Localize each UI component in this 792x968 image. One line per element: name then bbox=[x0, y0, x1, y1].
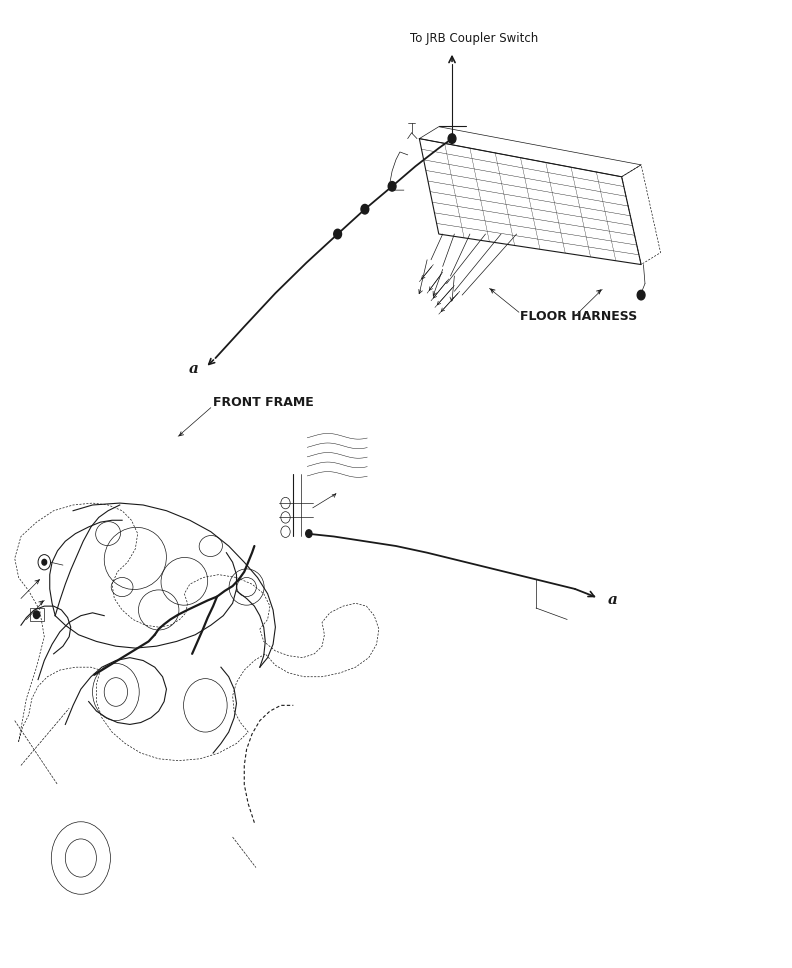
Circle shape bbox=[361, 204, 369, 214]
Circle shape bbox=[306, 529, 312, 537]
Circle shape bbox=[42, 560, 47, 565]
Circle shape bbox=[33, 611, 40, 619]
Text: a: a bbox=[607, 593, 618, 607]
Circle shape bbox=[638, 290, 645, 300]
Text: FLOOR HARNESS: FLOOR HARNESS bbox=[520, 310, 638, 322]
Text: a: a bbox=[189, 362, 199, 376]
Text: FRONT FRAME: FRONT FRAME bbox=[213, 397, 314, 409]
Circle shape bbox=[388, 182, 396, 191]
Text: To JRB Coupler Switch: To JRB Coupler Switch bbox=[409, 32, 538, 45]
Circle shape bbox=[448, 134, 456, 143]
Circle shape bbox=[333, 229, 341, 239]
